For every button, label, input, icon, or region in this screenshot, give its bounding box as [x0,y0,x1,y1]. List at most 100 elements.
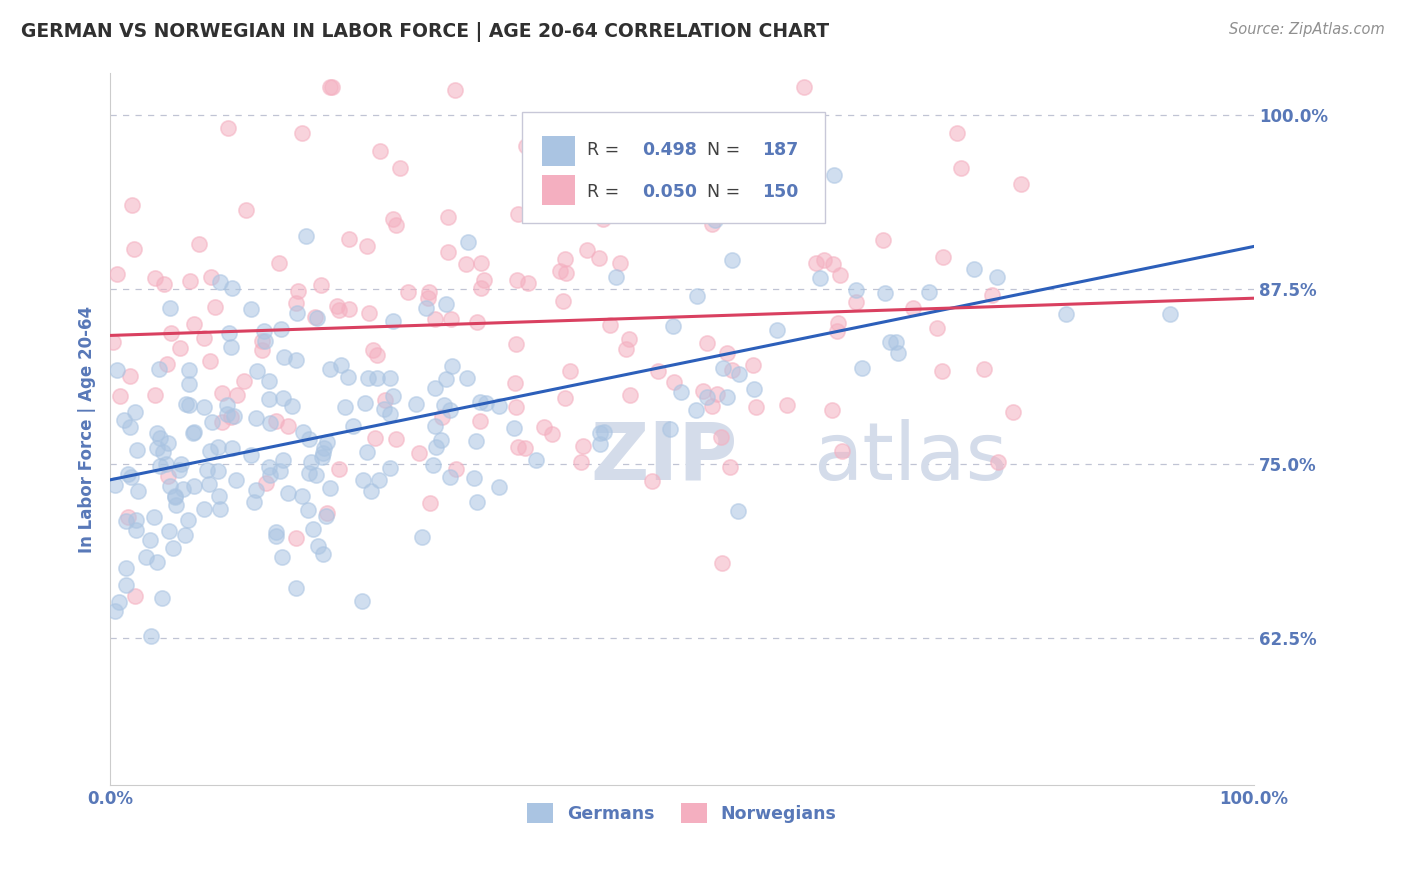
Point [987,455,1010,469]
Point [366,348,388,362]
Point [588,251,610,265]
Point [776,398,799,412]
Point [284,295,307,310]
Point [107,594,129,608]
Point [825,324,848,338]
Point [239,448,262,462]
Point [706,387,728,401]
Point [253,334,276,348]
Point [291,126,314,140]
Point [356,445,378,459]
Point [193,400,215,414]
Point [540,427,562,442]
Point [302,522,325,536]
Point [254,475,277,490]
Point [396,285,419,299]
Point [188,237,211,252]
Point [879,334,901,349]
Point [207,440,229,454]
Point [146,441,169,455]
Point [174,396,197,410]
Point [354,396,377,410]
Point [569,455,592,469]
Point [470,281,492,295]
Point [284,531,307,545]
Point [851,361,873,376]
Point [321,79,343,94]
Point [430,409,453,424]
Point [887,346,910,360]
Point [659,422,682,436]
Point [270,322,292,336]
Point [312,441,335,455]
Point [115,578,138,592]
Point [470,395,492,409]
Point [721,363,744,377]
Point [292,425,315,440]
Point [135,549,157,564]
Point [593,425,616,440]
Point [503,421,526,435]
Point [524,453,547,467]
Point [319,79,342,94]
Point [505,272,527,286]
Point [903,301,925,316]
Point [589,425,612,440]
Point [114,514,136,528]
Point [661,318,683,333]
Point [560,364,582,378]
Point [328,302,350,317]
Point [384,432,406,446]
Point [533,419,555,434]
Point [312,547,335,561]
Point [157,436,180,450]
Point [378,407,401,421]
Point [319,361,342,376]
Point [605,270,627,285]
Point [465,494,488,508]
Point [439,402,461,417]
Point [422,458,444,473]
Point [271,453,294,467]
Point [872,233,894,247]
Point [515,138,537,153]
Point [411,530,433,544]
Point [165,498,187,512]
Text: N =: N = [707,141,747,159]
Point [138,533,160,547]
Point [124,589,146,603]
Point [980,288,1002,302]
Text: 0.050: 0.050 [643,183,697,201]
Point [124,242,146,256]
Text: R =: R = [588,141,624,159]
Point [105,363,128,377]
Point [330,358,353,372]
Point [239,302,262,317]
Point [218,326,240,340]
Point [264,414,287,428]
Point [1054,308,1077,322]
Point [415,301,437,316]
Text: GERMAN VS NORWEGIAN IN LABOR FORCE | AGE 20-64 CORRELATION CHART: GERMAN VS NORWEGIAN IN LABOR FORCE | AGE… [21,22,830,42]
Point [250,343,273,357]
Point [986,269,1008,284]
Point [264,529,287,543]
Point [718,459,741,474]
Point [120,420,142,434]
Point [233,374,256,388]
Point [710,429,733,443]
Point [557,194,579,208]
Point [271,550,294,565]
Point [359,306,381,320]
Point [454,257,477,271]
Point [517,276,540,290]
Point [142,509,165,524]
Point [765,323,787,337]
Point [311,278,333,293]
Point [198,444,221,458]
Point [508,440,530,454]
Point [295,229,318,244]
Point [328,462,350,476]
Point [271,391,294,405]
Point [553,293,575,308]
